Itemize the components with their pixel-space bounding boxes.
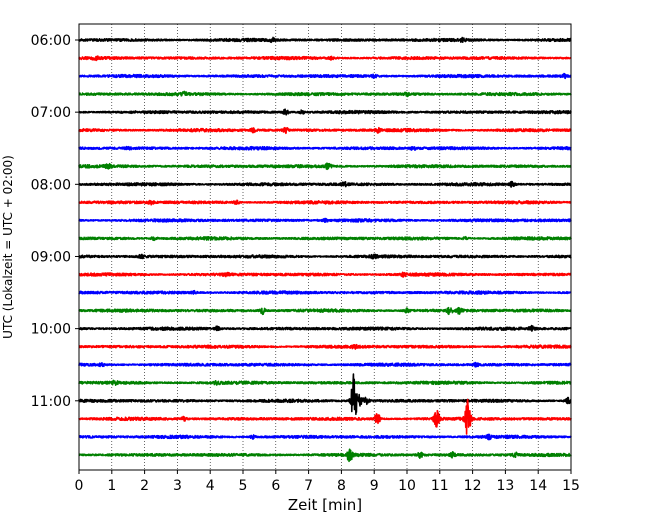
x-tick-label: 6: [271, 478, 280, 494]
seismic-trace-0800: [78, 180, 572, 188]
x-tick-label: 1: [107, 478, 116, 494]
seismic-trace-0900: [78, 253, 572, 260]
seismic-trace-1145: [78, 448, 572, 463]
seismic-trace-0830: [78, 217, 572, 223]
seismic-trace-1130: [78, 433, 572, 441]
x-tick-label: 11: [431, 478, 449, 494]
seismic-trace-1015: [78, 343, 572, 350]
seismic-trace-1115: [78, 398, 572, 435]
grid-layer: [111, 24, 539, 470]
y-axis-label: UTC (Lokalzeit = UTC + 02:00): [1, 155, 15, 339]
x-tick-label: 2: [140, 478, 149, 494]
y-tick-label: 09:00: [31, 249, 71, 265]
seismic-trace-0615: [78, 55, 572, 62]
x-axis-ticks: 0 1 2 3 4 5 6 7 8 9 10 11 12 13 14 15: [75, 470, 580, 494]
seismic-trace-0645: [78, 90, 572, 98]
seismic-trace-0730: [78, 145, 572, 152]
x-tick-label: 14: [529, 478, 547, 494]
x-tick-label: 9: [370, 478, 379, 494]
seismic-trace-1045: [78, 379, 572, 387]
y-axis-ticks: 06:00 07:00 08:00 09:00 10:00 11:00: [31, 33, 79, 410]
seismic-trace-0715: [78, 126, 572, 135]
x-tick-label: 13: [496, 478, 514, 494]
plot-frame: [78, 23, 572, 471]
x-tick-label: 10: [398, 478, 416, 494]
seismic-trace-0815: [78, 199, 572, 206]
y-tick-label: 08:00: [31, 177, 71, 193]
trace-layer: [78, 36, 572, 463]
seismic-trace-1030: [78, 361, 572, 368]
seismic-trace-1000: [78, 324, 572, 332]
x-tick-label: 8: [337, 478, 346, 494]
seismic-trace-0600: [78, 36, 572, 44]
y-tick-label: 07:00: [31, 105, 71, 121]
y-tick-label: 06:00: [31, 33, 71, 49]
x-tick-label: 12: [464, 478, 482, 494]
x-tick-label: 7: [304, 478, 313, 494]
seismic-trace-0945: [78, 306, 572, 316]
seismic-trace-0915: [78, 271, 572, 278]
x-tick-label: 3: [173, 478, 182, 494]
x-axis-label: Zeit [min]: [288, 496, 362, 514]
seismic-trace-0845: [78, 235, 572, 242]
seismic-trace-0930: [78, 289, 572, 295]
seismic-trace-0700: [78, 108, 572, 116]
x-tick-label: 5: [239, 478, 248, 494]
x-tick-label: 4: [206, 478, 215, 494]
seismic-trace-0745: [78, 162, 572, 171]
seismic-trace-1100: [78, 373, 572, 416]
y-tick-label: 11:00: [31, 394, 71, 410]
seismic-trace-0630: [78, 72, 572, 80]
y-tick-label: 10:00: [31, 322, 71, 338]
x-tick-label: 15: [562, 478, 580, 494]
x-tick-label: 0: [75, 478, 84, 494]
